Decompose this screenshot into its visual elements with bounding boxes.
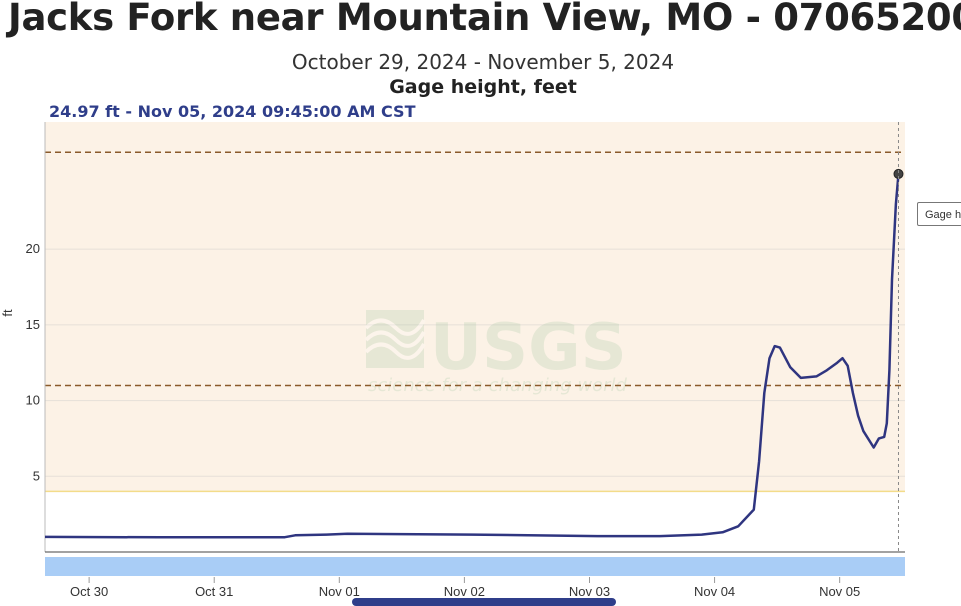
navigator-bar[interactable] bbox=[45, 557, 905, 576]
plot-band bbox=[45, 122, 905, 492]
date-range: October 29, 2024 - November 5, 2024 bbox=[291, 50, 675, 74]
chart-title: Jacks Fork near Mountain View, MO - 0706… bbox=[8, 0, 961, 39]
y-axis-label: ft bbox=[0, 309, 15, 317]
x-tick-label: Nov 05 bbox=[819, 584, 860, 599]
grid-lines bbox=[45, 248, 905, 477]
usgs-wave-logo-icon bbox=[366, 310, 424, 368]
y-tick-label: 15 bbox=[26, 317, 40, 332]
latest-reading: 24.97 ft - Nov 05, 2024 09:45:00 AM CST bbox=[49, 102, 416, 121]
y-tick-label: 10 bbox=[26, 393, 40, 408]
parameter-label: Gage height, feet bbox=[389, 76, 577, 98]
x-tick-label: Oct 31 bbox=[195, 584, 233, 599]
x-tick-label: Nov 01 bbox=[319, 584, 360, 599]
series-line[interactable] bbox=[44, 173, 900, 539]
x-tick-label: Oct 30 bbox=[70, 584, 108, 599]
usgs-watermark: USGS science for a changing world bbox=[364, 310, 628, 396]
y-tick-label: 20 bbox=[26, 241, 40, 256]
y-tick-label: 5 bbox=[33, 468, 40, 483]
x-tick-label: Nov 03 bbox=[569, 584, 610, 599]
x-tick-label: Nov 04 bbox=[694, 584, 735, 599]
navigator-scrollbar-thumb[interactable] bbox=[352, 598, 616, 606]
x-tick-label: Nov 02 bbox=[444, 584, 485, 599]
tooltip: Gage height bbox=[917, 202, 961, 226]
x-axis-ticks: Oct 30 Oct 31 Nov 01 Nov 02 Nov 03 Nov 04 Nov … bbox=[70, 577, 860, 599]
y-axis-ticks: 5 10 15 20 bbox=[26, 241, 40, 483]
threshold-lines bbox=[45, 151, 905, 493]
axes bbox=[44, 122, 905, 553]
watermark-logo-text: USGS bbox=[430, 311, 627, 385]
